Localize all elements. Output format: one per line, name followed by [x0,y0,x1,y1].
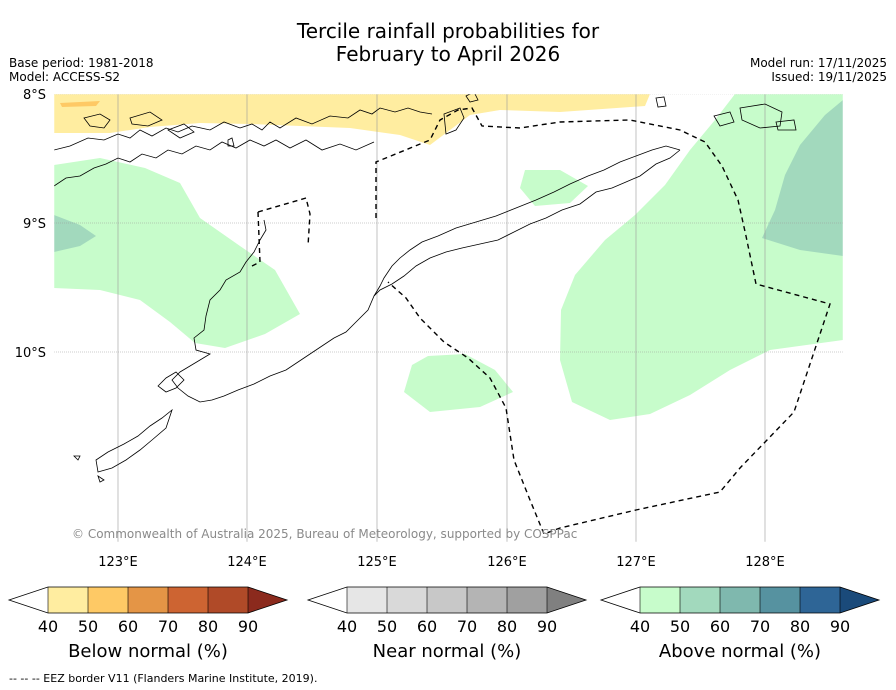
colorbar-1-tick-label: 90 [537,617,557,636]
colorbar-1-segment [467,587,507,613]
lon-label-128e: 128°E [745,555,785,570]
colorbar-0-tick-label: 70 [158,617,178,636]
colorbar-1-extend-high [547,587,586,613]
lat-label-8s: 8°S [23,88,46,103]
colorbar-2-tick-label: 80 [790,617,810,636]
colorbar-2-segment [680,587,720,613]
map-frame [53,93,844,543]
eez-footnote: -- -- -- EEZ border V11 (Flanders Marine… [9,672,318,685]
eez-border [251,107,831,535]
colorbar-1-segment [427,587,467,613]
colorbar-2-title: Above normal (%) [659,641,821,662]
title-line-1: Tercile rainfall probabilities for [296,19,600,43]
colorbar-2-tick-label: 60 [710,617,730,636]
chart-title: Tercile rainfall probabilities for Febru… [0,20,896,66]
lat-label-9s: 9°S [23,217,46,232]
colorbar-0-segment [168,587,208,613]
colorbar-0-segment [48,587,88,613]
colorbar-1-segment [347,587,387,613]
colorbar-2-segment [760,587,800,613]
colorbar-2-extend-high [840,587,879,613]
lon-label-126e: 126°E [487,555,527,570]
colorbar-1-extend-low [308,587,347,613]
lon-label-125e: 125°E [357,555,397,570]
colorbar-2-extend-low [601,587,640,613]
colorbar-2-tick-label: 90 [830,617,850,636]
above-normal-50-small-1 [520,170,588,206]
colorbar-0-tick-label: 60 [118,617,138,636]
coastlines [54,94,797,483]
colorbar-2-segment [800,587,840,613]
coastline-timor [171,149,681,403]
colorbar-1-tick-label: 40 [337,617,357,636]
above-normal-50-small-2 [404,354,513,412]
colorbar-0-segment [88,587,128,613]
lon-label-124e: 124°E [227,555,267,570]
gridlines [54,94,843,542]
below-normal-50-patch [60,101,100,107]
colorbar-0-segment [128,587,168,613]
coastline-southwest [95,408,173,473]
colorbar-0-extend-high [248,587,287,613]
colorbar-1-tick-label: 70 [457,617,477,636]
lon-label-123e: 123°E [98,555,138,570]
colorbar-2-tick-label: 50 [670,617,690,636]
copyright-notice: © Commonwealth of Australia 2025, Bureau… [72,527,578,541]
colorbar-0-segment [208,587,248,613]
title-line-2: February to April 2026 [335,42,561,66]
model-run: Model run: 17/11/2025 [749,56,887,70]
colorbar-1-segment [387,587,427,613]
colorbar-0-tick-label: 50 [78,617,98,636]
meta-right: Model run: 17/11/2025 Issued: 19/11/2025 [750,56,887,84]
colorbar-1-segment [507,587,547,613]
lat-label-10s: 10°S [15,346,46,361]
colorbar-1-tick-label: 60 [417,617,437,636]
colorbar-2-tick-label: 70 [750,617,770,636]
colorbar-0-tick-label: 80 [198,617,218,636]
colorbars: 40 50 60 70 80 90 Below normal (%) 40 50 60 70 80 90… [7,586,881,662]
colorbar-0-title: Below normal (%) [68,641,228,662]
above-normal-50-west [54,158,300,348]
meta-left: Base period: 1981-2018 Model: ACCESS-S2 [9,56,154,84]
base-period: Base period: 1981-2018 [9,56,154,70]
colorbar-0-tick-label: 40 [38,617,58,636]
colorbar-0-tick-label: 90 [238,617,258,636]
above-normal-50-east [560,94,843,420]
below-normal-50-region [54,94,650,145]
colorbar-1-tick-label: 80 [497,617,517,636]
colorbar-1-tick-label: 50 [377,617,397,636]
issued-date: Issued: 19/11/2025 [771,70,887,84]
colorbar-2-segment [720,587,760,613]
colorbar-1-title: Near normal (%) [373,641,522,662]
colorbar-2-segment [640,587,680,613]
lon-label-127e: 127°E [616,555,656,570]
above-normal-60-west [54,215,96,252]
above-normal-60-east [762,100,843,256]
coastline-north-islands [54,107,433,151]
colorbar-2-tick-label: 40 [630,617,650,636]
colorbar-0-extend-low [9,587,48,613]
model-name: Model: ACCESS-S2 [9,70,121,84]
